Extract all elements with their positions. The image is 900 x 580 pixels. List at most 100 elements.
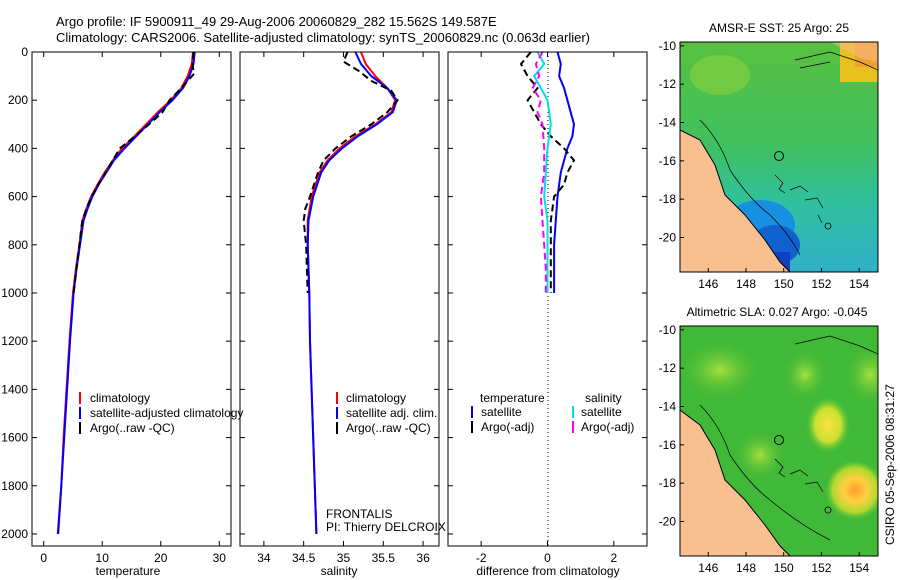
x-tick-label: 10 <box>96 551 110 565</box>
difference-axis-ticks: -2 0 2 <box>448 51 647 565</box>
y-tick-label: 1200 <box>1 334 28 348</box>
legend-header-salinity: salinity <box>585 391 622 405</box>
temperature-axes-frame <box>31 51 232 547</box>
series-line <box>306 51 397 535</box>
map-x-tick-label: 152 <box>811 561 831 575</box>
series-line <box>57 51 194 535</box>
map-x-tick-label: 146 <box>698 277 718 291</box>
temperature-xlabel: temperature <box>96 564 161 578</box>
salinity-legend-climatology-label: climatology <box>346 391 406 405</box>
x-tick-label: 0 <box>544 551 551 565</box>
map-y-tick-label: -10 <box>659 39 677 53</box>
legend-sal-satellite-label: satellite <box>581 405 622 419</box>
map-y-tick-label: -16 <box>659 154 677 168</box>
difference-xlabel: difference from climatology <box>476 564 619 578</box>
y-tick-label: 0 <box>21 45 28 59</box>
series-line <box>72 51 196 294</box>
map-x-tick-label: 154 <box>849 561 869 575</box>
credit-stamp: CSIRO 05-Sep-2006 08:31:27 <box>883 384 897 545</box>
x-tick-label: 30 <box>213 551 227 565</box>
difference-panel: -2 0 2 difference from climatology tempera… <box>447 51 648 578</box>
y-tick-label: 1000 <box>1 286 28 300</box>
x-tick-label: 34 <box>257 551 271 565</box>
map-y-tick-label: -18 <box>659 476 677 490</box>
salinity-series <box>302 51 399 535</box>
difference-axes-frame <box>447 51 648 547</box>
salinity-annotation-project: FRONTALIS <box>326 507 392 521</box>
legend-header-temperature: temperature <box>480 391 545 405</box>
x-tick-label: -2 <box>476 551 487 565</box>
map-x-tick-label: 154 <box>849 277 869 291</box>
salinity-axes-frame <box>239 51 440 547</box>
map-y-tick-label: -12 <box>659 77 677 91</box>
map-x-tick-label: 150 <box>774 277 794 291</box>
map-y-tick-label: -18 <box>659 192 677 206</box>
x-tick-label: 0 <box>40 551 47 565</box>
map-y-tick-label: -16 <box>659 438 677 452</box>
y-tick-label: 1800 <box>1 479 28 493</box>
sst-coastline <box>680 129 791 272</box>
salinity-axis-ticks: 34 34.5 35 35.5 36 <box>240 51 439 565</box>
y-tick-label: 2000 <box>1 527 28 541</box>
title-line-2: Climatology: CARS2006. Satellite-adjuste… <box>56 30 590 45</box>
x-tick-label: 35 <box>337 551 351 565</box>
salinity-legend-satellite-label: satellite adj. clim. <box>346 406 437 420</box>
x-tick-label: 35.5 <box>372 551 396 565</box>
map-x-tick-label: 148 <box>736 561 756 575</box>
difference-legend: temperature salinity satellite Argo(-adj… <box>471 391 634 434</box>
y-tick-label: 1600 <box>1 431 28 445</box>
legend-sal-argo-label: Argo(-adj) <box>581 420 634 434</box>
temperature-axis-ticks: 0 10 20 30 0 200 400 600 800 1000 1200 1400 1600 1800… <box>1 45 231 565</box>
sla-map-panel: Altimetric SLA: 0.027 Argo: -0.045 146 14… <box>659 305 879 575</box>
salinity-legend-argo-label: Argo(..raw -QC) <box>346 421 431 435</box>
map-y-tick-label: -14 <box>659 116 677 130</box>
series-line <box>553 51 576 293</box>
salinity-panel: 34 34.5 35 35.5 36 climatology satellite adj… <box>239 51 446 578</box>
sst-reef-outline <box>699 119 801 256</box>
sst-map-title: AMSR-E SST: 25 Argo: 25 <box>709 21 849 35</box>
legend-temp-argo-label: Argo(-adj) <box>481 420 534 434</box>
series-line <box>531 51 547 293</box>
x-tick-label: 36 <box>416 551 430 565</box>
legend-argo-label: Argo(..raw -QC) <box>90 421 175 435</box>
sst-map-axis-ticks: 146 148 150 152 154 -10 -12 -14 -16 -18 -20 <box>659 39 870 291</box>
map-y-tick-label: -10 <box>659 323 677 337</box>
x-tick-label: 20 <box>154 551 168 565</box>
map-x-tick-label: 152 <box>811 277 831 291</box>
legend-satellite-label: satellite-adjusted climatology <box>90 406 243 420</box>
temperature-legend: climatology satellite-adjusted climatolo… <box>79 391 243 435</box>
sst-argo-marker <box>774 151 784 161</box>
legend-temp-satellite-label: satellite <box>481 405 522 419</box>
x-tick-label: 2 <box>610 551 617 565</box>
y-tick-label: 800 <box>8 238 28 252</box>
title-line-1: Argo profile: IF 5900911_49 29-Aug-2006 … <box>56 14 497 29</box>
legend-climatology-label: climatology <box>90 391 150 405</box>
y-tick-label: 400 <box>8 141 28 155</box>
series-line <box>56 51 196 535</box>
map-y-tick-label: -20 <box>659 515 677 529</box>
map-y-tick-label: -12 <box>659 361 677 375</box>
x-tick-label: 34.5 <box>292 551 316 565</box>
y-tick-label: 600 <box>8 190 28 204</box>
sla-map-title: Altimetric SLA: 0.027 Argo: -0.045 <box>687 305 868 319</box>
series-line <box>532 51 552 293</box>
salinity-xlabel: salinity <box>321 564 358 578</box>
sla-map-image <box>680 326 878 556</box>
map-x-tick-label: 148 <box>736 277 756 291</box>
difference-series <box>519 51 576 293</box>
y-tick-label: 1400 <box>1 382 28 396</box>
sst-map-panel: AMSR-E SST: 25 Argo: 25 146 148 150 152 154 -… <box>659 21 879 291</box>
sla-map-axis-ticks: 146 148 150 152 154 -10 -12 -14 -16 -18 -20 <box>659 323 870 575</box>
map-x-tick-label: 150 <box>774 561 794 575</box>
map-x-tick-label: 146 <box>698 561 718 575</box>
y-tick-label: 200 <box>8 93 28 107</box>
sla-map-frame <box>679 325 879 557</box>
temperature-panel: 0 10 20 30 0 200 400 600 800 1000 1200 1400 1600 1800… <box>1 45 243 578</box>
series-line <box>302 51 399 294</box>
sst-map-frame <box>679 41 879 273</box>
map-y-tick-label: -20 <box>659 231 677 245</box>
sst-map-image <box>680 42 878 272</box>
salinity-annotation-pi: PI: Thierry DELCROIX <box>326 520 446 534</box>
map-y-tick-label: -14 <box>659 400 677 414</box>
